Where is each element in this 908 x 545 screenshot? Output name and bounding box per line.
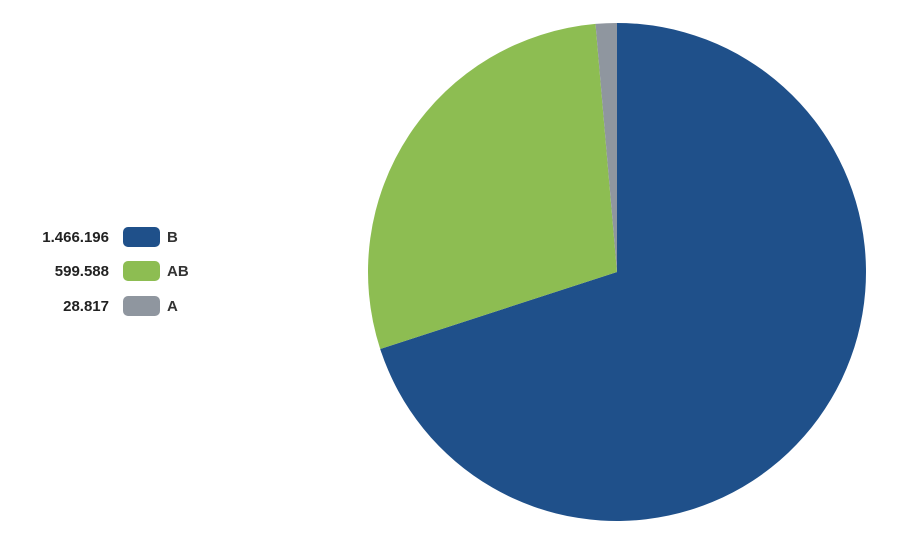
legend-label: AB (167, 263, 189, 280)
legend-value: 1.466.196 (42, 229, 109, 246)
legend-swatch (123, 261, 160, 281)
pie-slice-b (380, 23, 866, 521)
legend-value: 599.588 (55, 263, 109, 280)
legend-item-b: 1.466.196 B (42, 227, 178, 247)
legend-value: 28.817 (63, 298, 109, 315)
legend-item-ab: 599.588 AB (55, 261, 189, 281)
legend-label: A (167, 298, 178, 315)
legend-swatch (123, 296, 160, 316)
legend: 1.466.196 B 599.588 AB 28.817 A (42, 227, 189, 316)
legend-label: B (167, 229, 178, 246)
legend-item-a: 28.817 A (63, 296, 178, 316)
pie-slice-a (595, 23, 617, 272)
pie-slice-ab (368, 23, 617, 349)
legend-swatch (123, 227, 160, 247)
pie-slices (368, 23, 866, 521)
